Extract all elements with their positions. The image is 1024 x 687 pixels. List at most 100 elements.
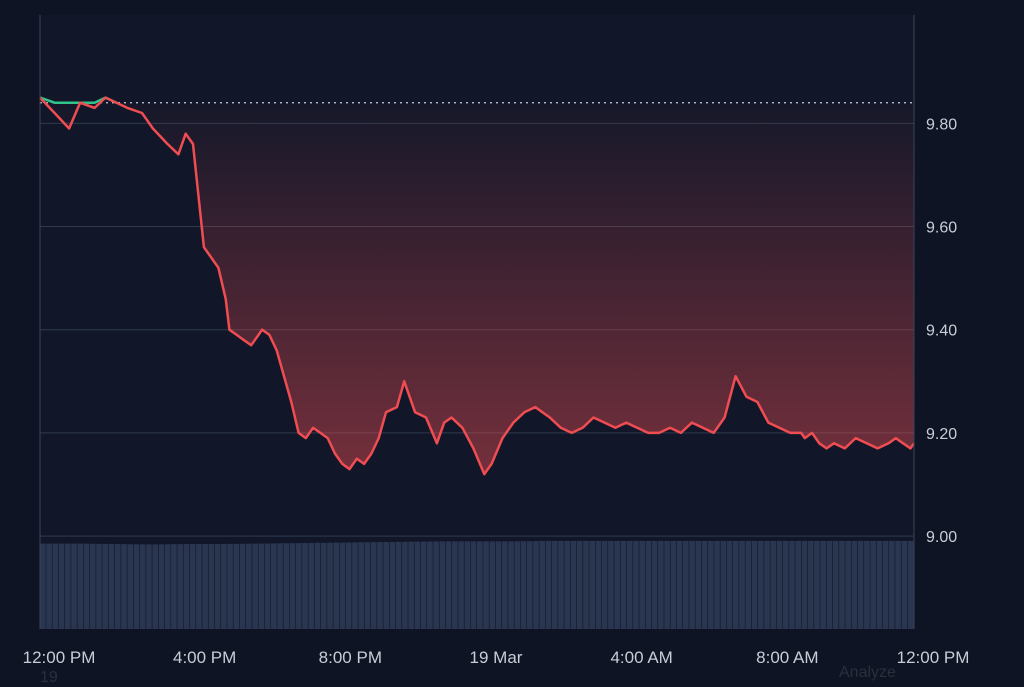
volume-bar	[52, 543, 59, 629]
volume-bar	[408, 541, 414, 629]
volume-bar	[258, 543, 265, 629]
volume-bar	[339, 542, 346, 629]
y-tick-label: 9.40	[926, 323, 957, 340]
volume-bar	[870, 540, 876, 629]
volume-bar	[264, 543, 271, 629]
volume-bar	[851, 540, 858, 629]
volume-bar	[626, 540, 633, 629]
volume-bar	[221, 544, 227, 629]
y-tick-label: 9.60	[926, 220, 957, 237]
volume-bar	[283, 543, 290, 629]
volume-bar	[233, 543, 240, 629]
volume-bar	[64, 543, 71, 629]
volume-bar	[102, 543, 109, 629]
volume-bar	[383, 542, 389, 629]
volume-bar	[71, 543, 77, 629]
footer-left-label: 19	[40, 669, 58, 686]
volume-bar	[576, 540, 583, 629]
y-tick-label: 9.00	[926, 529, 957, 546]
volume-bar	[302, 543, 308, 629]
volume-bar	[514, 541, 521, 629]
volume-bar	[158, 544, 165, 629]
volume-bar	[645, 540, 652, 629]
analyze-link[interactable]: Analyze	[839, 664, 896, 681]
volume-bar	[146, 544, 152, 629]
volume-bar	[757, 540, 764, 629]
volume-bar	[139, 544, 146, 629]
volume-bar	[183, 544, 190, 629]
volume-bar	[895, 540, 901, 629]
volume-bar	[764, 540, 770, 629]
volume-bar	[96, 543, 102, 629]
volume-bar	[121, 544, 127, 629]
volume-bar	[114, 544, 121, 629]
volume-bar	[589, 540, 596, 629]
volume-bar	[402, 541, 408, 629]
volume-bar	[364, 542, 371, 629]
volume-bar	[595, 540, 602, 629]
volume-bar	[907, 540, 914, 629]
volume-bar	[389, 541, 396, 629]
volume-bar	[726, 540, 733, 629]
volume-bar	[214, 544, 221, 629]
volume-bar	[520, 541, 527, 629]
volume-bar	[370, 542, 377, 629]
volume-bar	[633, 540, 639, 629]
price-area-fill	[40, 102, 914, 475]
volume-bar	[676, 540, 683, 629]
volume-bar	[620, 540, 627, 629]
volume-bar	[501, 541, 508, 629]
volume-bars	[40, 540, 914, 629]
volume-bar	[377, 542, 383, 629]
volume-bar	[608, 540, 614, 629]
volume-bar	[683, 540, 689, 629]
volume-bar	[420, 541, 427, 629]
volume-bar	[108, 543, 115, 629]
volume-bar	[208, 544, 215, 629]
volume-bar	[295, 543, 302, 629]
volume-bar	[801, 540, 808, 629]
volume-bar	[601, 540, 608, 629]
x-tick-label: 19 Mar	[470, 648, 523, 667]
volume-bar	[46, 543, 52, 629]
volume-bar	[651, 540, 658, 629]
volume-bar	[289, 543, 296, 629]
volume-bar	[889, 540, 895, 629]
volume-bar	[720, 540, 727, 629]
volume-bar	[782, 540, 789, 629]
volume-bar	[171, 544, 177, 629]
volume-bar	[807, 540, 814, 629]
volume-bar	[352, 542, 358, 629]
volume-bar	[358, 542, 365, 629]
volume-bar	[414, 541, 421, 629]
x-tick-label: 12:00 PM	[23, 648, 96, 667]
volume-bar	[832, 540, 839, 629]
volume-bar	[795, 540, 802, 629]
volume-bar	[814, 540, 820, 629]
volume-bar	[826, 540, 833, 629]
volume-bar	[751, 540, 758, 629]
volume-bar	[427, 541, 433, 629]
volume-bar	[745, 540, 752, 629]
volume-bar	[58, 543, 65, 629]
volume-bar	[320, 542, 327, 629]
x-tick-label: 4:00 AM	[610, 648, 672, 667]
volume-bar	[670, 540, 677, 629]
volume-bar	[152, 544, 159, 629]
x-tick-label: 12:00 PM	[897, 648, 970, 667]
volume-bar	[133, 544, 140, 629]
volume-bar	[433, 541, 439, 629]
volume-bar	[189, 544, 196, 629]
volume-bar	[564, 540, 571, 629]
volume-bar	[864, 540, 870, 629]
volume-bar	[277, 543, 283, 629]
volume-bar	[239, 543, 246, 629]
volume-bar	[876, 540, 883, 629]
volume-bar	[739, 540, 745, 629]
volume-bar	[252, 543, 258, 629]
volume-bar	[901, 540, 908, 629]
volume-bar	[495, 541, 502, 629]
volume-bar	[539, 540, 546, 629]
volume-bar	[345, 542, 352, 629]
